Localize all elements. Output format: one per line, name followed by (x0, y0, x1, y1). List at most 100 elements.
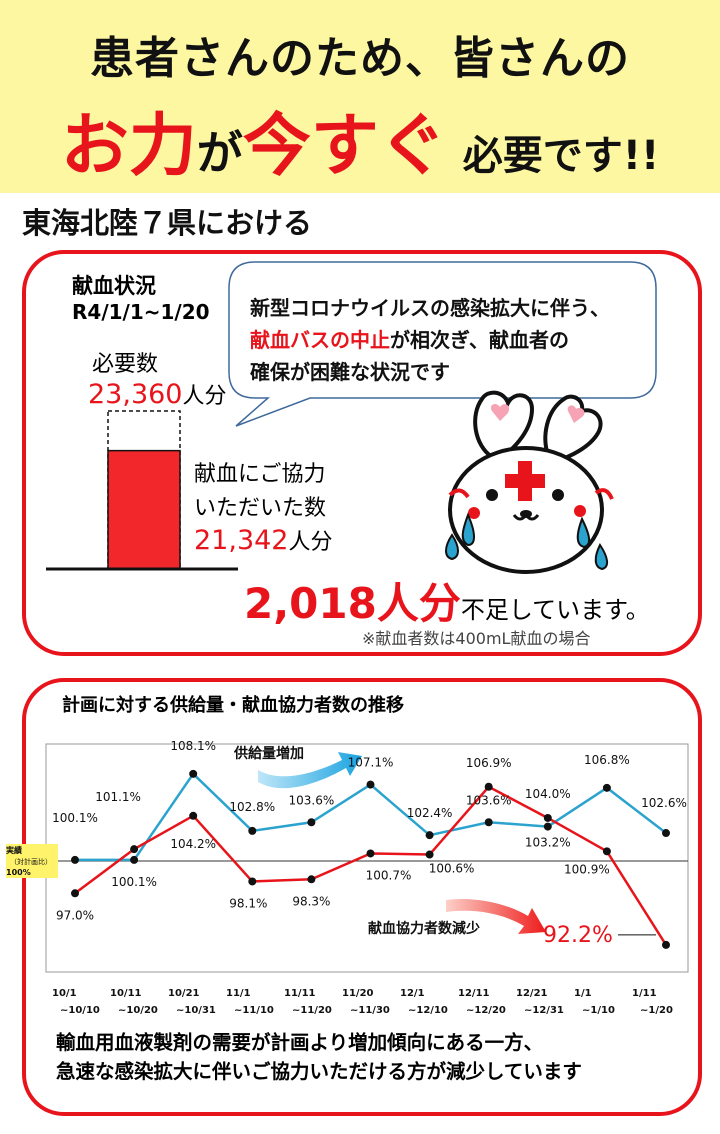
shortage-value: 2,018人分 (244, 579, 461, 628)
x-tick-label: ~10/20 (118, 1005, 158, 1016)
chart-title: 計画に対する供給量・献血協力者数の推移 (62, 695, 404, 716)
donor-point (543, 813, 552, 822)
status-title: 献血状況 (72, 274, 156, 298)
x-tick-label: ~1/10 (582, 1005, 615, 1016)
donor-data-label: 104.2% (170, 837, 216, 851)
donor-point (425, 850, 434, 859)
footer-line1: 輸血用血液製剤の需要が計画より増加傾向にある一方、 (56, 1031, 544, 1054)
bubble-line2: 献血バスの中止が相次ぎ、献血者の (250, 324, 569, 356)
x-tick-label: 1/1 (574, 988, 592, 999)
headline-line1: 患者さんのため、皆さんの (90, 33, 630, 84)
donor-data-label: 97.0% (56, 908, 94, 922)
shortage-statement: 2,018人分不足しています。 (244, 570, 650, 631)
donor-data-label: 101.1% (95, 790, 141, 804)
status-period: R4/1/1~1/20 (72, 300, 210, 324)
donor-point (307, 875, 316, 884)
baseline-label-1: 実績 (6, 845, 22, 855)
supply-data-label: 103.6% (466, 793, 512, 807)
trend-chart: 実績 （対計画比） 100% 供給量増加 献血協力者数減少 100.1% 100.… (6, 739, 689, 1016)
x-tick-label: ~12/31 (524, 1005, 564, 1016)
donor-data-label: 104.0% (525, 787, 571, 801)
supply-data-label: 103.6% (289, 793, 335, 807)
x-tick-label: ~1/20 (640, 1005, 673, 1016)
supply-point (662, 829, 670, 838)
donated-label-1: 献血にご協力 (194, 462, 326, 487)
supply-data-label: 107.1% (348, 756, 394, 770)
x-tick-label: 11/20 (342, 988, 374, 999)
donated-unit: 人分 (288, 530, 333, 555)
x-tick-label: 10/21 (168, 988, 200, 999)
decrease-arrow-icon (446, 898, 546, 934)
bubble-line1: 新型コロナウイルスの感染拡大に伴う、 (250, 296, 610, 320)
headline-word-hitsuyou: 必要です!! (462, 133, 660, 179)
supply-point (130, 855, 139, 864)
supply-data-label: 100.1% (52, 811, 98, 825)
donated-amount: 21,342人分 (194, 524, 333, 556)
headline-word-ga: が (196, 126, 243, 180)
bubble-line3: 確保が困難な状況です (250, 360, 450, 384)
x-tick-label: ~12/10 (408, 1005, 448, 1016)
required-value: 23,360 (88, 379, 183, 410)
required-amount: 23,360人分 (88, 378, 227, 410)
donor-point (189, 811, 198, 820)
donated-bar (107, 449, 181, 570)
donor-point (662, 940, 670, 949)
donor-point (130, 845, 139, 854)
donor-point (248, 877, 257, 886)
supply-point (602, 783, 611, 792)
x-tick-label: ~11/20 (292, 1005, 332, 1016)
supply-point (248, 826, 257, 835)
donated-label-2: いただいた数 (194, 496, 327, 521)
supply-data-label: 100.1% (111, 875, 157, 889)
plot-frame (45, 743, 689, 973)
supply-data-label: 102.4% (407, 806, 453, 820)
x-tick-label: 12/21 (516, 988, 548, 999)
supply-point (425, 831, 434, 840)
bubble-highlight: 献血バスの中止 (250, 328, 390, 352)
mascot-illustration (445, 390, 614, 574)
x-tick-label: 11/1 (226, 988, 251, 999)
supply-point (366, 780, 375, 789)
donor-data-label: 100.6% (429, 862, 475, 876)
bubble-line2-rest: が相次ぎ、献血者の (390, 328, 569, 352)
shortage-text: 不足しています。 (460, 596, 650, 624)
headline-banner: 患者さんのため、皆さんの お力が今すぐ 必要です!! (0, 0, 720, 193)
region-heading: 東海北陸７県における (22, 206, 313, 240)
x-tick-label: ~10/10 (60, 1005, 100, 1016)
x-tick-label: 11/11 (284, 988, 316, 999)
baseline-label-2: （対計画比） (10, 857, 52, 866)
increase-arrow-icon (258, 752, 362, 789)
headline-word-imasugu: 今すぐ (242, 107, 447, 186)
donor-data-label: 92.2% (543, 923, 613, 948)
supply-data-label: 102.8% (229, 800, 275, 814)
donor-data-label: 100.9% (564, 862, 610, 876)
donor-data-label: 98.3% (292, 894, 330, 908)
headline-line2: お力が今すぐ 必要です!! (0, 90, 720, 189)
donor-data-label: 106.9% (466, 756, 512, 770)
donation-bar-graphic (46, 410, 238, 571)
x-tick-label: 12/1 (400, 988, 425, 999)
supply-point (543, 822, 552, 831)
supply-data-label: 108.1% (170, 739, 216, 753)
footer-line2: 急速な感染拡大に伴いご協力いただける方が減少しています (56, 1060, 582, 1083)
x-tick-label: ~10/31 (176, 1005, 216, 1016)
decrease-label: 献血協力者数減少 (368, 920, 480, 937)
donor-point (484, 782, 493, 791)
supply-data-label: 106.8% (584, 753, 630, 767)
supply-point (71, 855, 79, 864)
donor-point (71, 889, 79, 898)
donor-data-label: 100.7% (366, 868, 412, 882)
baseline-label-3: 100% (6, 868, 31, 877)
supply-point (307, 818, 316, 827)
x-tick-label: 10/11 (110, 988, 142, 999)
increase-label: 供給量増加 (233, 745, 304, 762)
speech-bubble (228, 261, 657, 427)
supply-data-label: 103.2% (525, 836, 571, 850)
donated-value: 21,342 (194, 525, 289, 556)
supply-data-label: 102.6% (641, 796, 687, 810)
x-tick-label: ~11/10 (234, 1005, 274, 1016)
x-tick-label: 12/11 (458, 988, 490, 999)
donor-point (366, 849, 375, 858)
supply-point (484, 818, 493, 827)
required-unit: 人分 (182, 384, 227, 409)
